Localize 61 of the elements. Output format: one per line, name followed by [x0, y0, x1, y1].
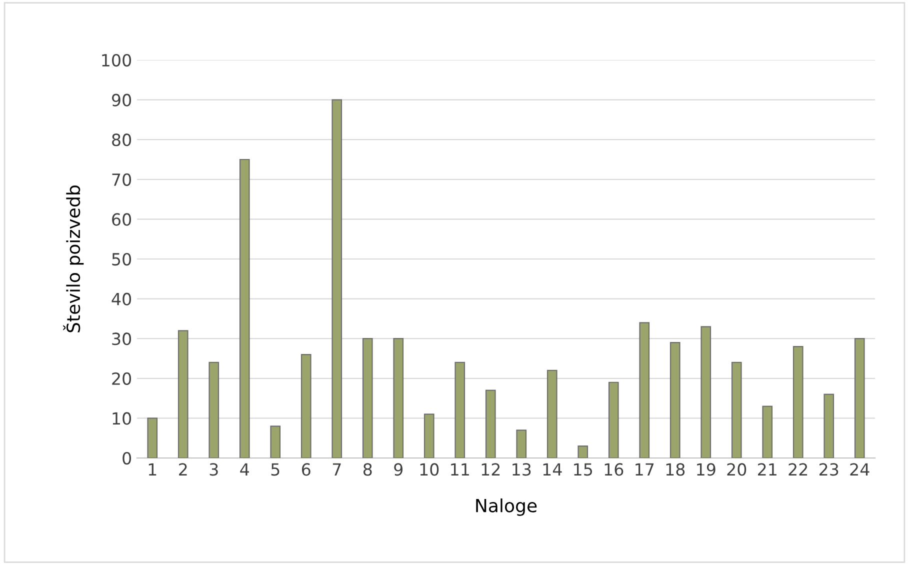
x-tick-label: 3	[210, 463, 218, 476]
x-tick-label: 17	[636, 463, 654, 476]
x-tick-label: 9	[394, 463, 403, 476]
bar	[393, 338, 404, 458]
x-tick-label: 6	[302, 463, 310, 476]
y-tick-label: 60	[112, 213, 132, 226]
x-tick-label: 15	[574, 463, 592, 476]
bar	[792, 346, 804, 458]
bar	[239, 158, 250, 458]
bar	[762, 406, 773, 458]
bar	[424, 414, 434, 458]
y-tick-label: 50	[112, 252, 132, 266]
x-tick-label: 13	[512, 463, 531, 476]
x-tick-label: 18	[666, 463, 685, 476]
bar	[639, 322, 650, 458]
bar	[578, 446, 588, 458]
x-tick-label: 11	[451, 463, 469, 476]
bar	[362, 338, 373, 458]
y-tick-label: 30	[112, 332, 132, 346]
bar	[670, 342, 680, 458]
y-tick-label: 20	[112, 372, 132, 385]
y-tick-label: 90	[112, 94, 132, 106]
x-tick-label: 8	[363, 463, 372, 476]
bar	[147, 418, 158, 458]
x-tick-label: 23	[819, 463, 838, 476]
y-tick-label: 40	[112, 292, 132, 306]
y-tick-label: 70	[112, 173, 132, 186]
x-tick-label: 10	[420, 463, 439, 476]
x-tick-label: 5	[271, 463, 280, 476]
x-tick-label: 20	[727, 463, 746, 476]
bar	[731, 362, 742, 458]
y-tick-label: 0	[122, 452, 132, 465]
bar	[300, 354, 312, 458]
x-tick-label: 19	[697, 463, 716, 476]
bar	[546, 370, 558, 458]
bar	[700, 326, 712, 458]
x-tick-label: 22	[788, 463, 808, 476]
x-tick-label: 21	[758, 463, 776, 476]
x-tick-label: 14	[543, 463, 562, 476]
bar	[178, 330, 188, 458]
x-tick-label: 4	[240, 463, 249, 476]
x-tick-label: 1	[148, 463, 156, 476]
bar	[485, 390, 496, 458]
bar	[516, 430, 527, 458]
x-tick-label: 7	[332, 463, 341, 476]
bar	[854, 338, 865, 458]
x-tick-label: 12	[482, 463, 500, 476]
x-tick-label: 16	[604, 463, 624, 476]
y-axis-title: Število poizvedb	[63, 186, 84, 332]
bar	[824, 394, 834, 458]
x-tick-label: 2	[179, 463, 187, 476]
bar	[454, 362, 466, 458]
x-tick-label: 24	[850, 463, 870, 476]
y-tick-label: 100	[102, 54, 132, 67]
y-tick-label: 80	[112, 134, 132, 146]
bar	[208, 362, 220, 458]
x-axis-title: Naloge	[476, 498, 537, 516]
bar	[608, 382, 619, 458]
y-tick-label: 10	[112, 412, 132, 425]
bar	[332, 99, 342, 458]
bar	[270, 426, 281, 458]
